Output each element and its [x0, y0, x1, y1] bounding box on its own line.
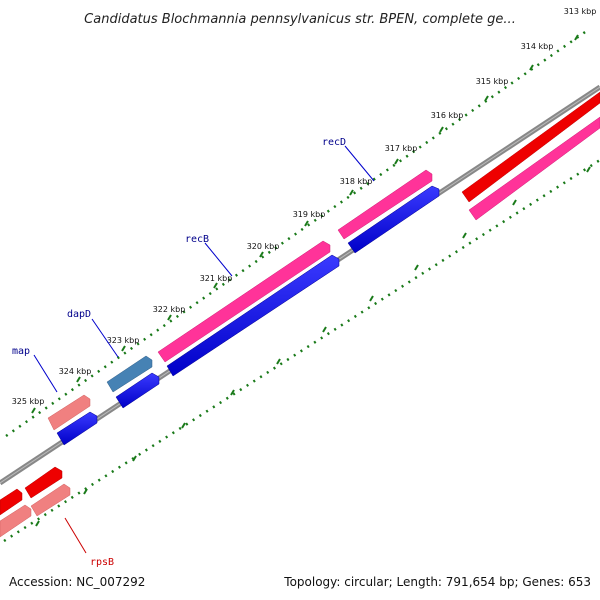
gene-label-map[interactable]: map: [12, 346, 30, 357]
gene-label-rpsB[interactable]: rpsB: [90, 557, 114, 568]
tick-label: 314 kbp: [521, 42, 554, 51]
tick-mark: [586, 166, 591, 173]
tick-label: 322 kbp: [153, 305, 186, 314]
tick-mark: [484, 95, 489, 102]
tick-mark: [304, 220, 309, 227]
tick-mark: [462, 232, 467, 239]
tick-mark: [439, 126, 444, 133]
tick-label: 313 kbp: [564, 7, 597, 16]
tick-mark: [213, 282, 218, 289]
reverse-gene-track: [0, 116, 600, 538]
tick-mark: [574, 34, 579, 41]
tick-mark: [181, 422, 186, 429]
genome-summary-text: Topology: circular; Length: 791,654 bp; …: [283, 575, 591, 589]
leader-dapD: [91, 318, 119, 358]
gene-dapD[interactable]: [106, 355, 153, 393]
tick-mark: [369, 295, 374, 302]
tick-label: 325 kbp: [12, 397, 45, 406]
tick-label: 324 kbp: [59, 367, 92, 376]
tick-label: 323 kbp: [107, 336, 140, 345]
tick-mark: [76, 376, 81, 383]
tick-label: 321 kbp: [200, 274, 233, 283]
tick-label: 319 kbp: [293, 210, 326, 219]
cds-blue[interactable]: [347, 185, 440, 254]
tick-mark: [276, 358, 281, 365]
tick-mark: [414, 264, 419, 271]
inner-ruler: [3, 158, 600, 543]
gene-label-recD[interactable]: recD: [322, 137, 346, 148]
inner-ticks: [35, 166, 591, 527]
tick-mark: [35, 520, 40, 527]
leader-recB: [204, 242, 233, 277]
cds-blue[interactable]: [115, 372, 160, 409]
gene-magenta-right[interactable]: [468, 116, 600, 221]
leader-rpsB: [64, 517, 87, 554]
tick-mark: [230, 389, 235, 396]
tick-mark: [529, 64, 534, 71]
tick-mark: [83, 488, 88, 495]
tick-mark: [322, 326, 327, 333]
gene-recD[interactable]: [337, 169, 433, 240]
tick-mark: [31, 407, 36, 414]
leader-map: [33, 354, 58, 393]
cds-blue[interactable]: [166, 254, 340, 377]
leader-recD: [344, 145, 375, 182]
map-title: Candidatus Blochmannia pennsylvanicus st…: [84, 12, 516, 27]
tick-mark: [512, 199, 517, 206]
outer-ruler: [5, 28, 589, 438]
tick-mark: [132, 455, 137, 462]
tick-mark: [121, 345, 126, 352]
tick-label: 318 kbp: [340, 177, 373, 186]
outer-ticks: [31, 34, 579, 414]
gene-red-upper[interactable]: [461, 91, 600, 203]
accession-text: Accession: NC_007292: [9, 575, 145, 589]
gene-recB[interactable]: [157, 240, 331, 363]
tick-mark: [259, 251, 264, 258]
gene-label-dapD[interactable]: dapD: [67, 309, 91, 320]
tick-mark: [394, 158, 399, 165]
tick-label: 320 kbp: [247, 242, 280, 251]
gene-rpsB-strand[interactable]: [24, 466, 63, 499]
gene-rpsB[interactable]: [30, 483, 71, 517]
tick-mark: [349, 189, 354, 196]
tick-label: 317 kbp: [385, 144, 418, 153]
gene-label-recB[interactable]: recB: [185, 234, 209, 245]
gene-map[interactable]: [47, 394, 91, 431]
tick-label: 316 kbp: [431, 111, 464, 120]
tick-mark: [167, 314, 172, 321]
tick-label: 315 kbp: [476, 77, 509, 86]
gene-salmon-left[interactable]: [0, 504, 32, 538]
gene-red-lower-left[interactable]: [0, 488, 23, 516]
cds-blue[interactable]: [56, 411, 98, 446]
forward-gene-track: [0, 91, 600, 516]
